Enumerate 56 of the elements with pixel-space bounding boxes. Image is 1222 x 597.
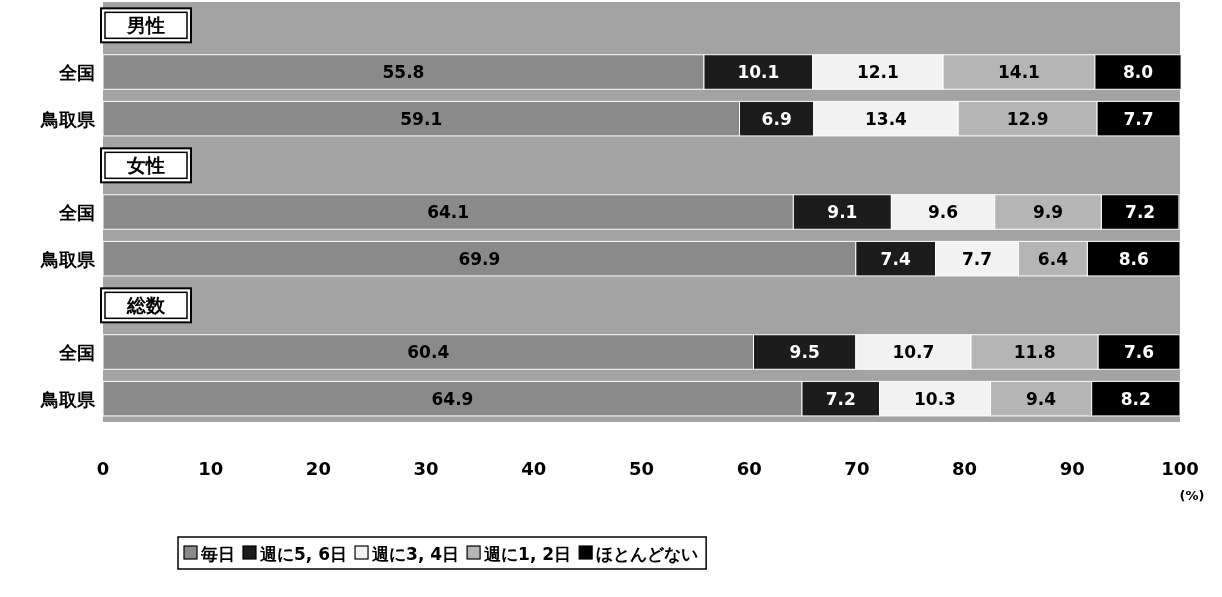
x-tick-label: 40 xyxy=(521,458,547,479)
y-tick-label: 鳥取県 xyxy=(40,108,96,130)
data-label: 10.7 xyxy=(892,342,935,362)
legend-label: 週に1, 2日 xyxy=(483,544,572,564)
legend-label: 毎日 xyxy=(200,544,235,564)
x-axis-title: (%) xyxy=(1179,488,1205,503)
legend-label: 週に5, 6日 xyxy=(259,544,348,564)
x-tick-label: 80 xyxy=(952,458,978,479)
x-tick-label: 0 xyxy=(96,458,110,479)
data-label: 7.4 xyxy=(880,248,911,269)
y-tick-label: 女性 xyxy=(126,154,165,177)
data-label: 55.8 xyxy=(382,62,425,82)
data-label: 59.1 xyxy=(400,108,443,129)
data-label: 69.9 xyxy=(458,248,501,269)
y-tick-label: 全国 xyxy=(58,62,95,83)
data-label: 9.6 xyxy=(928,202,959,222)
x-tick-label: 100 xyxy=(1161,458,1199,479)
data-label: 9.1 xyxy=(827,202,858,222)
x-tick-label: 30 xyxy=(413,458,439,479)
data-label: 7.2 xyxy=(825,388,856,409)
legend-label: ほとんどない xyxy=(596,544,699,564)
data-label: 12.9 xyxy=(1006,108,1049,129)
y-tick-label: 鳥取県 xyxy=(40,388,96,410)
y-tick-label: 鳥取県 xyxy=(40,248,96,270)
data-label: 6.9 xyxy=(761,108,792,129)
data-label: 8.2 xyxy=(1120,388,1151,409)
data-label: 13.4 xyxy=(865,108,908,129)
data-label: 12.1 xyxy=(856,62,899,82)
data-label: 8.6 xyxy=(1118,248,1149,269)
y-tick-label: 男性 xyxy=(126,14,165,37)
x-tick-label: 20 xyxy=(305,458,331,479)
data-label: 6.4 xyxy=(1037,248,1069,269)
legend-label: 週に3, 4日 xyxy=(371,544,460,564)
data-label: 7.7 xyxy=(1123,108,1154,129)
x-tick-label: 10 xyxy=(198,458,224,479)
data-label: 7.7 xyxy=(961,248,993,269)
data-label: 9.9 xyxy=(1033,202,1064,222)
x-tick-label: 90 xyxy=(1059,458,1085,479)
y-tick-label: 全国 xyxy=(58,202,95,223)
x-tick-label: 50 xyxy=(628,458,655,479)
data-label: 7.2 xyxy=(1125,202,1156,222)
x-tick-label: 60 xyxy=(736,458,762,479)
y-tick-label: 総数 xyxy=(126,294,166,317)
data-label: 9.4 xyxy=(1026,388,1057,409)
data-label: 64.1 xyxy=(427,202,470,222)
data-label: 11.8 xyxy=(1013,342,1056,362)
data-label: 8.0 xyxy=(1122,62,1154,82)
data-label: 7.6 xyxy=(1124,342,1155,362)
data-label: 64.9 xyxy=(431,388,474,409)
x-tick-label: 70 xyxy=(844,458,870,479)
data-label: 9.5 xyxy=(789,342,820,362)
data-label: 10.3 xyxy=(914,388,956,409)
data-label: 10.1 xyxy=(737,62,780,82)
data-label: 60.4 xyxy=(407,342,450,362)
y-tick-label: 全国 xyxy=(58,342,95,363)
data-label: 14.1 xyxy=(998,62,1040,82)
